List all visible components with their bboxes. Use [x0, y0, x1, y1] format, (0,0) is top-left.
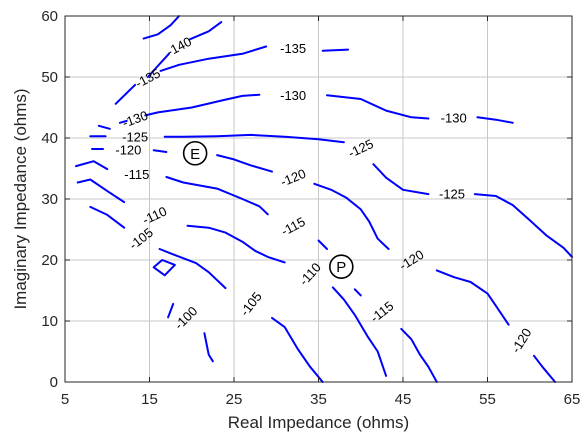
- contour-line: [152, 259, 176, 277]
- contour-label: -135: [280, 41, 306, 56]
- marker-e-label: E: [190, 146, 200, 163]
- contour-label: -130: [280, 88, 306, 103]
- contour-line: [167, 302, 175, 319]
- contour-line: [321, 48, 350, 52]
- y-tick-label: 20: [41, 252, 58, 269]
- y-tick-label: 50: [41, 69, 58, 86]
- contour-line: [75, 160, 109, 171]
- contour-line: [400, 327, 438, 383]
- contour-line: [326, 94, 430, 120]
- contour-line: [118, 119, 128, 124]
- x-tick-label: 45: [395, 391, 412, 408]
- contour-label: -120: [115, 143, 141, 158]
- contour-line: [152, 149, 168, 153]
- contour-line: [165, 176, 269, 216]
- contour-line: [114, 83, 137, 105]
- y-tick-label: 60: [41, 8, 58, 25]
- x-tick-label: 25: [226, 391, 243, 408]
- contour-line: [372, 163, 430, 196]
- contour-line: [76, 178, 126, 204]
- contour-line: [313, 182, 390, 250]
- x-axis-label: Real Impedance (ohms): [228, 413, 409, 432]
- x-tick-label: 35: [310, 391, 327, 408]
- contour-line: [203, 332, 214, 363]
- contour-line: [331, 286, 388, 377]
- contour-lines: [75, 15, 573, 383]
- contour-line: [353, 288, 362, 297]
- contour-line: [533, 354, 557, 383]
- contour-label: -130: [441, 110, 467, 125]
- contour-line: [146, 52, 170, 78]
- x-tick-label: 55: [479, 391, 496, 408]
- x-axis-ticks: 5 15 25 35 45 55 65: [61, 16, 581, 408]
- contour-line: [159, 45, 268, 72]
- contour-line: [189, 21, 223, 41]
- contour-line: [473, 193, 573, 258]
- contour-line: [97, 124, 111, 130]
- x-tick-label: 65: [564, 391, 581, 408]
- grid-lines: [65, 16, 572, 382]
- y-axis-ticks: 0 10 20 30 40 50 60: [41, 8, 572, 391]
- y-tick-label: 0: [50, 374, 58, 391]
- x-tick-label: 15: [141, 391, 158, 408]
- contour-line: [186, 224, 286, 264]
- x-tick-label: 5: [61, 391, 69, 408]
- contour-label: -125: [122, 129, 148, 144]
- y-tick-label: 40: [41, 130, 58, 147]
- y-axis-label: Imaginary Impedance (ohms): [11, 88, 30, 309]
- contour-line: [271, 316, 324, 383]
- contour-line: [317, 239, 328, 250]
- contour-label: -125: [439, 187, 465, 202]
- contour-line: [142, 15, 181, 40]
- marker-p-circle: [329, 254, 354, 280]
- contour-line: [163, 133, 345, 144]
- y-tick-label: 10: [41, 313, 58, 330]
- marker-e-circle: [182, 140, 208, 166]
- point-markers: EP: [182, 140, 354, 280]
- contour-line: [435, 269, 510, 326]
- y-tick-label: 30: [41, 191, 58, 208]
- contour-line: [89, 205, 126, 229]
- contour-line: [158, 248, 227, 290]
- contour-line: [144, 93, 261, 117]
- contour-line: [476, 116, 514, 124]
- marker-p-label: P: [336, 259, 346, 276]
- contour-label: -115: [124, 167, 149, 182]
- contour-line: [216, 154, 273, 173]
